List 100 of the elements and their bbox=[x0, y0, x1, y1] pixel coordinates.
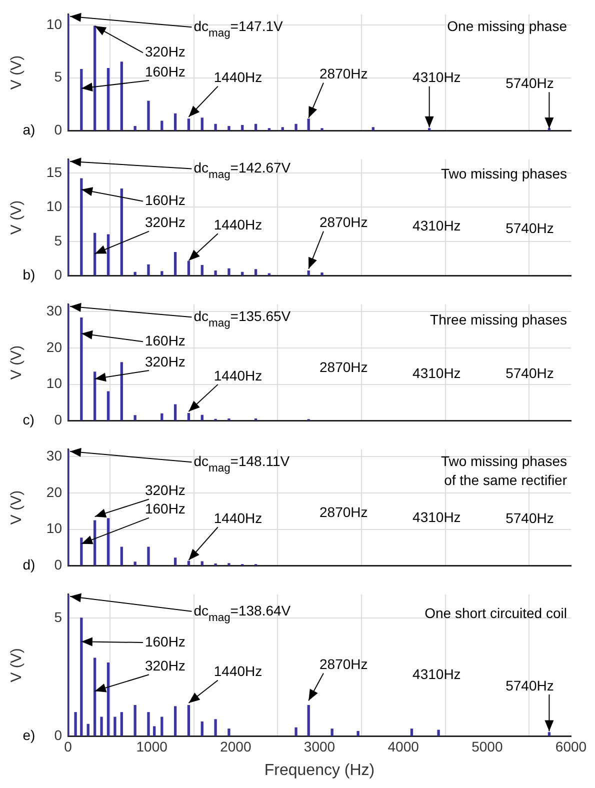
annotation: 2870Hz bbox=[320, 656, 368, 672]
bar bbox=[160, 271, 164, 276]
y-tick-label: 10 bbox=[46, 375, 62, 392]
annotation: 160Hz bbox=[144, 633, 186, 650]
bar bbox=[160, 716, 164, 736]
x-tick-label: 1000 bbox=[136, 738, 168, 754]
text: Two missing phases bbox=[440, 165, 567, 182]
bar bbox=[106, 68, 110, 130]
bar bbox=[548, 732, 551, 736]
y-axis-title: V (V) bbox=[8, 648, 26, 682]
bar bbox=[74, 712, 77, 736]
bar bbox=[174, 558, 177, 566]
bar bbox=[80, 318, 83, 420]
bar bbox=[93, 232, 96, 276]
annotation: 320Hz bbox=[144, 44, 186, 60]
y-tick-label: 10 bbox=[46, 198, 62, 214]
bar bbox=[86, 724, 90, 736]
bar bbox=[307, 704, 310, 736]
annotation: 1440Hz bbox=[214, 367, 262, 384]
y-tick-label: 30 bbox=[46, 448, 62, 464]
bar bbox=[200, 722, 204, 736]
y-tick-label: 20 bbox=[46, 338, 62, 355]
bar bbox=[174, 113, 177, 130]
bar bbox=[134, 126, 136, 130]
bar bbox=[80, 69, 83, 130]
annotation: 160Hz bbox=[144, 63, 186, 80]
y-tick-label: 5 bbox=[54, 232, 62, 248]
bar bbox=[80, 618, 83, 736]
annotation: 320Hz bbox=[144, 214, 186, 230]
annotation: 320Hz bbox=[144, 657, 186, 674]
x-tick-label: 3000 bbox=[304, 738, 336, 754]
bar bbox=[307, 270, 310, 276]
bar bbox=[294, 727, 298, 736]
y-axis-title: V (V) bbox=[8, 490, 26, 525]
bar bbox=[187, 704, 190, 736]
bar bbox=[200, 265, 204, 276]
bar bbox=[281, 127, 284, 130]
bar bbox=[134, 704, 136, 736]
bar bbox=[120, 546, 123, 566]
y-tick-label: 10 bbox=[46, 16, 62, 32]
bar bbox=[134, 415, 136, 420]
bar bbox=[120, 62, 123, 130]
bar bbox=[93, 26, 96, 130]
x-tick-label: 0 bbox=[64, 738, 72, 754]
bar bbox=[214, 719, 217, 736]
bar bbox=[187, 560, 190, 566]
bar bbox=[254, 124, 258, 130]
bar bbox=[147, 100, 150, 130]
annotation: 160Hz bbox=[144, 332, 186, 348]
bar bbox=[174, 706, 177, 736]
bar bbox=[106, 662, 110, 736]
annotation: 1440Hz bbox=[214, 663, 262, 680]
bar bbox=[372, 127, 374, 130]
text: b) bbox=[22, 266, 36, 282]
x-tick-label: 4000 bbox=[388, 738, 420, 754]
x-axis-title: Frequency (Hz) bbox=[264, 762, 375, 779]
annotation: 2870Hz bbox=[320, 359, 368, 376]
annotation: 2870Hz bbox=[320, 504, 368, 520]
y-tick-label: 0 bbox=[54, 556, 62, 572]
text: c) bbox=[22, 411, 34, 428]
annotation: 4310Hz bbox=[412, 364, 461, 381]
text: d) bbox=[22, 556, 36, 572]
bar bbox=[134, 272, 136, 276]
bar bbox=[214, 124, 217, 130]
annotation: 1440Hz bbox=[214, 510, 262, 526]
text: One short circuited coil bbox=[424, 605, 567, 622]
bar bbox=[160, 120, 164, 130]
x-tick-label: 2000 bbox=[220, 738, 252, 754]
bar bbox=[93, 658, 96, 736]
text: e) bbox=[22, 726, 36, 743]
chart-title: One missing phase bbox=[447, 18, 568, 34]
bar bbox=[241, 124, 244, 130]
x-tick-label: 5000 bbox=[472, 738, 503, 754]
y-tick-label: 5 bbox=[54, 608, 62, 625]
bar bbox=[254, 269, 258, 276]
annotation: 5740Hz bbox=[506, 220, 554, 236]
bar bbox=[187, 118, 190, 130]
bar bbox=[114, 716, 116, 736]
bar bbox=[100, 716, 103, 736]
annotation: 320Hz bbox=[144, 482, 186, 498]
bar bbox=[294, 124, 298, 130]
annotation: 2870Hz bbox=[320, 66, 368, 82]
bar bbox=[200, 414, 204, 420]
y-tick-label: 0 bbox=[54, 266, 62, 282]
annotation: 160Hz bbox=[144, 192, 186, 208]
bar bbox=[410, 728, 414, 736]
annotation: 1440Hz bbox=[214, 69, 262, 86]
y-tick-label: 30 bbox=[46, 302, 62, 319]
y-tick-label: 5 bbox=[54, 68, 62, 85]
bar bbox=[120, 712, 123, 736]
bar bbox=[120, 188, 123, 276]
bar bbox=[228, 126, 230, 130]
bar bbox=[93, 520, 96, 566]
y-tick-label: 0 bbox=[54, 121, 62, 138]
y-tick-label: 15 bbox=[46, 164, 62, 180]
y-tick-label: 0 bbox=[54, 726, 62, 743]
y-tick-label: 20 bbox=[46, 484, 62, 500]
y-tick-label: 10 bbox=[46, 520, 62, 536]
bar bbox=[200, 561, 204, 566]
annotation: 320Hz bbox=[144, 353, 186, 370]
